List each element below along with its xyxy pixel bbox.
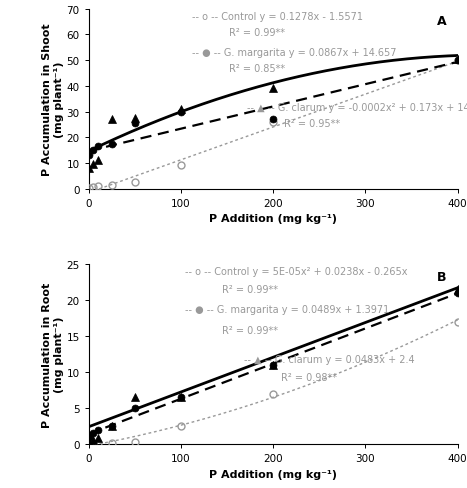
Text: R² = 0.98**: R² = 0.98** bbox=[281, 372, 337, 382]
Text: R² = 0.99**: R² = 0.99** bbox=[221, 325, 277, 336]
Text: -- ● -- G. margarita y = 0.0489x + 1.3971: -- ● -- G. margarita y = 0.0489x + 1.397… bbox=[184, 304, 389, 314]
X-axis label: P Addition (mg kg⁻¹): P Addition (mg kg⁻¹) bbox=[209, 468, 337, 479]
Text: R² = 0.85**: R² = 0.85** bbox=[229, 63, 285, 74]
Text: -- o -- Control y = 0.1278x - 1.5571: -- o -- Control y = 0.1278x - 1.5571 bbox=[192, 12, 363, 21]
Text: R² = 0.95**: R² = 0.95** bbox=[284, 119, 340, 129]
X-axis label: P Addition (mg kg⁻¹): P Addition (mg kg⁻¹) bbox=[209, 214, 337, 224]
Text: R² = 0.99**: R² = 0.99** bbox=[221, 285, 277, 294]
Y-axis label: P Accumulation in Shoot
(mg plant⁻¹): P Accumulation in Shoot (mg plant⁻¹) bbox=[42, 23, 64, 176]
Y-axis label: P Accumulation in Root
(mg plant⁻¹): P Accumulation in Root (mg plant⁻¹) bbox=[42, 282, 64, 427]
Text: -- ● -- G. margarita y = 0.0867x + 14.657: -- ● -- G. margarita y = 0.0867x + 14.65… bbox=[192, 47, 396, 58]
Text: -- ▲ -- G. clarum y = 0.0483x + 2.4: -- ▲ -- G. clarum y = 0.0483x + 2.4 bbox=[244, 354, 414, 365]
Text: R² = 0.99**: R² = 0.99** bbox=[229, 28, 285, 38]
Text: -- ▲ -- G. clarum y = -0.0002x² + 0.173x + 14.616: -- ▲ -- G. clarum y = -0.0002x² + 0.173x… bbox=[248, 103, 467, 113]
Text: -- o -- Control y = 5E-05x² + 0.0238x - 0.265x: -- o -- Control y = 5E-05x² + 0.0238x - … bbox=[184, 266, 407, 276]
Text: B: B bbox=[437, 270, 446, 283]
Text: A: A bbox=[437, 15, 446, 28]
